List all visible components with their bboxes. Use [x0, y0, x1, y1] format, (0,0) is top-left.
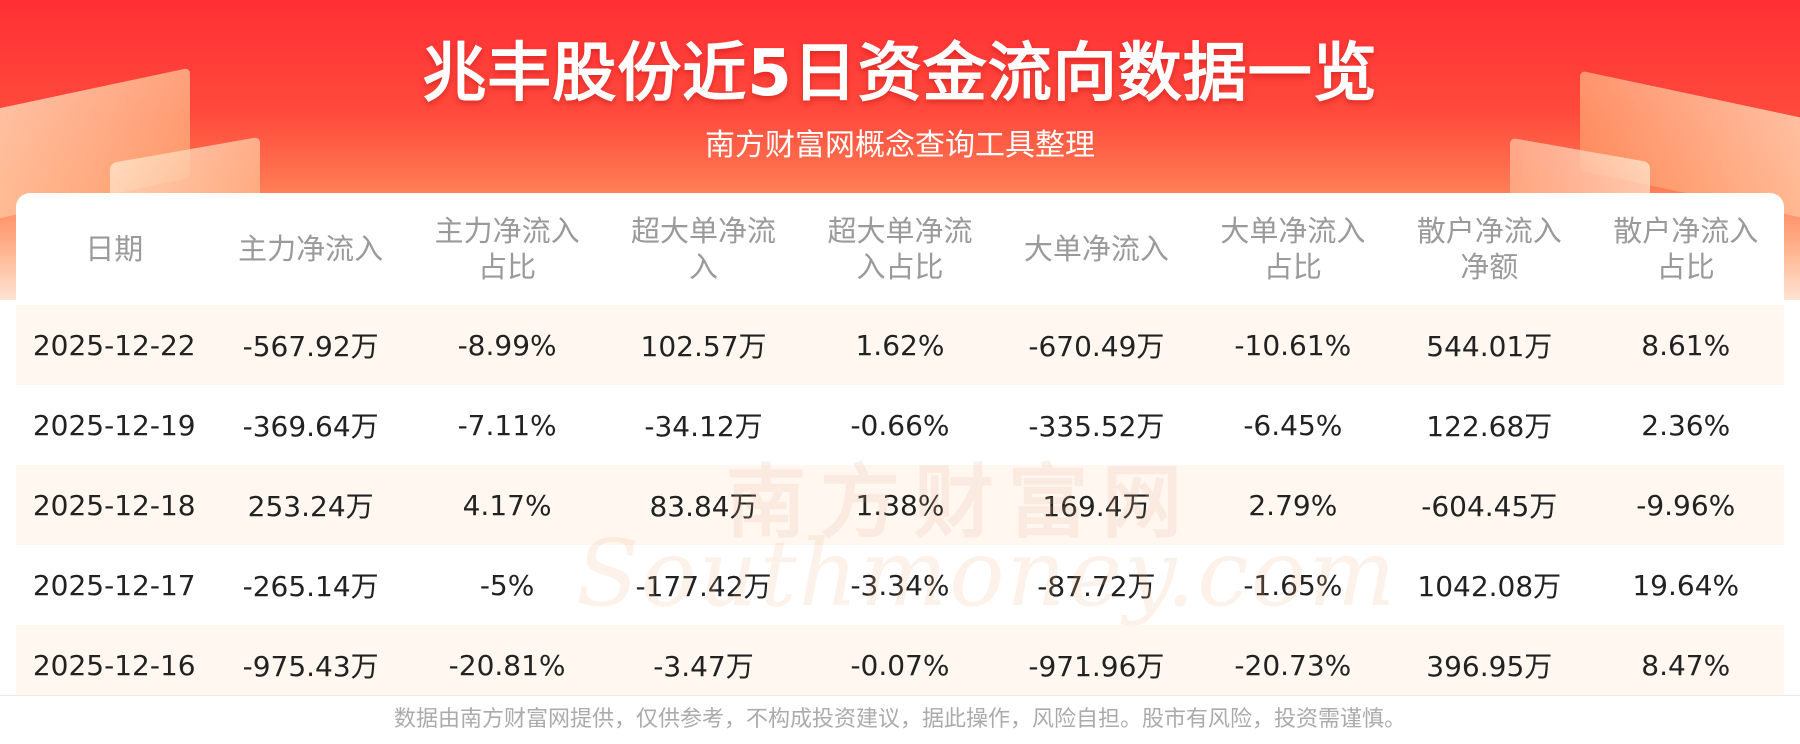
date-cell: 2025-12-18	[16, 465, 213, 545]
value-cell: -6.45%	[1194, 385, 1392, 465]
column-header-text: 占比	[478, 250, 537, 284]
table-row: 2025-12-19 -369.64万 -7.11% -34.12万 -0.66% -33…	[16, 385, 1784, 465]
column-header-text: 超大单净流	[631, 214, 777, 248]
value-cell: 1.62%	[801, 305, 999, 385]
value-cell: 19.64%	[1587, 545, 1784, 625]
column-header-text: 入	[689, 250, 719, 284]
date-cell: 2025-12-17	[16, 545, 213, 625]
column-header: 主力净流入	[212, 193, 408, 305]
column-header-text: 超大单净流	[827, 214, 973, 248]
value-cell: -1.65%	[1194, 545, 1392, 625]
value-cell: -369.64万	[212, 385, 409, 465]
value-cell: -604.45万	[1391, 465, 1588, 545]
value-cell: 8.47%	[1587, 625, 1784, 695]
table-row: 2025-12-17 -265.14万 -5% -177.42万 -3.34% -87.7…	[16, 545, 1784, 625]
value-cell: 102.57万	[605, 305, 802, 385]
column-header: 超大单净流入	[605, 193, 801, 305]
date-cell: 2025-12-19	[16, 385, 213, 465]
column-header-text: 净额	[1460, 250, 1519, 284]
date-cell: 2025-12-16	[16, 625, 213, 695]
value-cell: -34.12万	[605, 385, 802, 465]
value-cell: -0.07%	[801, 625, 999, 695]
column-header-text: 主力净流入	[434, 214, 580, 248]
value-cell: -975.43万	[212, 625, 409, 695]
column-header: 日期	[16, 193, 212, 305]
column-header: 大单净流入	[998, 193, 1194, 305]
value-cell: 2.36%	[1587, 385, 1784, 465]
page-title: 兆丰股份近5日资金流向数据一览	[422, 37, 1378, 111]
value-cell: -3.34%	[801, 545, 999, 625]
data-card: 日期 主力净流入 主力净流入 占比 超大单净流入超大单净流 入占比 大单净流入 大单净流入 占比…	[16, 193, 1784, 695]
value-cell: 122.68万	[1391, 385, 1588, 465]
value-cell: -8.99%	[408, 305, 606, 385]
value-cell: 169.4万	[998, 465, 1195, 545]
column-header-text: 日期	[85, 232, 144, 266]
value-cell: -20.81%	[408, 625, 606, 695]
column-header: 主力净流入 占比	[409, 193, 605, 305]
value-cell: 83.84万	[605, 465, 802, 545]
column-header-text: 散户净流入	[1416, 214, 1562, 248]
value-cell: 8.61%	[1587, 305, 1784, 385]
value-cell: 1.38%	[801, 465, 999, 545]
value-cell: -3.47万	[605, 625, 802, 695]
value-cell: -20.73%	[1194, 625, 1392, 695]
value-cell: -971.96万	[998, 625, 1195, 695]
value-cell: -177.42万	[605, 545, 802, 625]
column-header-text: 主力净流入	[238, 232, 384, 266]
column-header-text: 占比	[1656, 250, 1715, 284]
column-header: 超大单净流 入占比	[802, 193, 998, 305]
value-cell: -5%	[408, 545, 606, 625]
table-row: 2025-12-18 253.24万 4.17% 83.84万 1.38% 169.4万 2…	[16, 465, 1784, 545]
value-cell: -10.61%	[1194, 305, 1392, 385]
column-header: 大单净流入 占比	[1195, 193, 1391, 305]
date-cell: 2025-12-22	[16, 305, 213, 385]
value-cell: -87.72万	[998, 545, 1195, 625]
value-cell: -670.49万	[998, 305, 1195, 385]
column-header-text: 大单净流入	[1023, 232, 1169, 266]
value-cell: 4.17%	[408, 465, 606, 545]
value-cell: 544.01万	[1391, 305, 1588, 385]
column-header-text: 散户净流入	[1613, 214, 1759, 248]
value-cell: 2.79%	[1194, 465, 1392, 545]
table-header-row: 日期 主力净流入 主力净流入 占比 超大单净流入超大单净流 入占比 大单净流入 大单净流入 占比…	[16, 193, 1784, 305]
disclaimer-text: 数据由南方财富网提供，仅供参考，不构成投资建议，据此操作，风险自担。股市有风险，…	[0, 695, 1800, 744]
column-header: 散户净流入 净额	[1391, 193, 1587, 305]
value-cell: -7.11%	[408, 385, 606, 465]
table-row: 2025-12-16 -975.43万 -20.81% -3.47万 -0.07% -97…	[16, 625, 1784, 695]
table-body: 2025-12-22 -567.92万 -8.99% 102.57万 1.62% -670…	[16, 305, 1784, 695]
column-header-text: 入占比	[856, 250, 944, 284]
column-header-text: 占比	[1263, 250, 1322, 284]
value-cell: 396.95万	[1391, 625, 1588, 695]
value-cell: -335.52万	[998, 385, 1195, 465]
table-row: 2025-12-22 -567.92万 -8.99% 102.57万 1.62% -670…	[16, 305, 1784, 385]
fund-flow-table: 日期 主力净流入 主力净流入 占比 超大单净流入超大单净流 入占比 大单净流入 大单净流入 占比…	[16, 193, 1784, 695]
page-subtitle: 南方财富网概念查询工具整理	[705, 128, 1095, 163]
value-cell: 253.24万	[212, 465, 409, 545]
value-cell: -567.92万	[212, 305, 409, 385]
value-cell: 1042.08万	[1391, 545, 1588, 625]
column-header-text: 大单净流入	[1220, 214, 1366, 248]
value-cell: -9.96%	[1587, 465, 1784, 545]
column-header: 散户净流入 占比	[1588, 193, 1785, 305]
value-cell: -0.66%	[801, 385, 999, 465]
value-cell: -265.14万	[212, 545, 409, 625]
